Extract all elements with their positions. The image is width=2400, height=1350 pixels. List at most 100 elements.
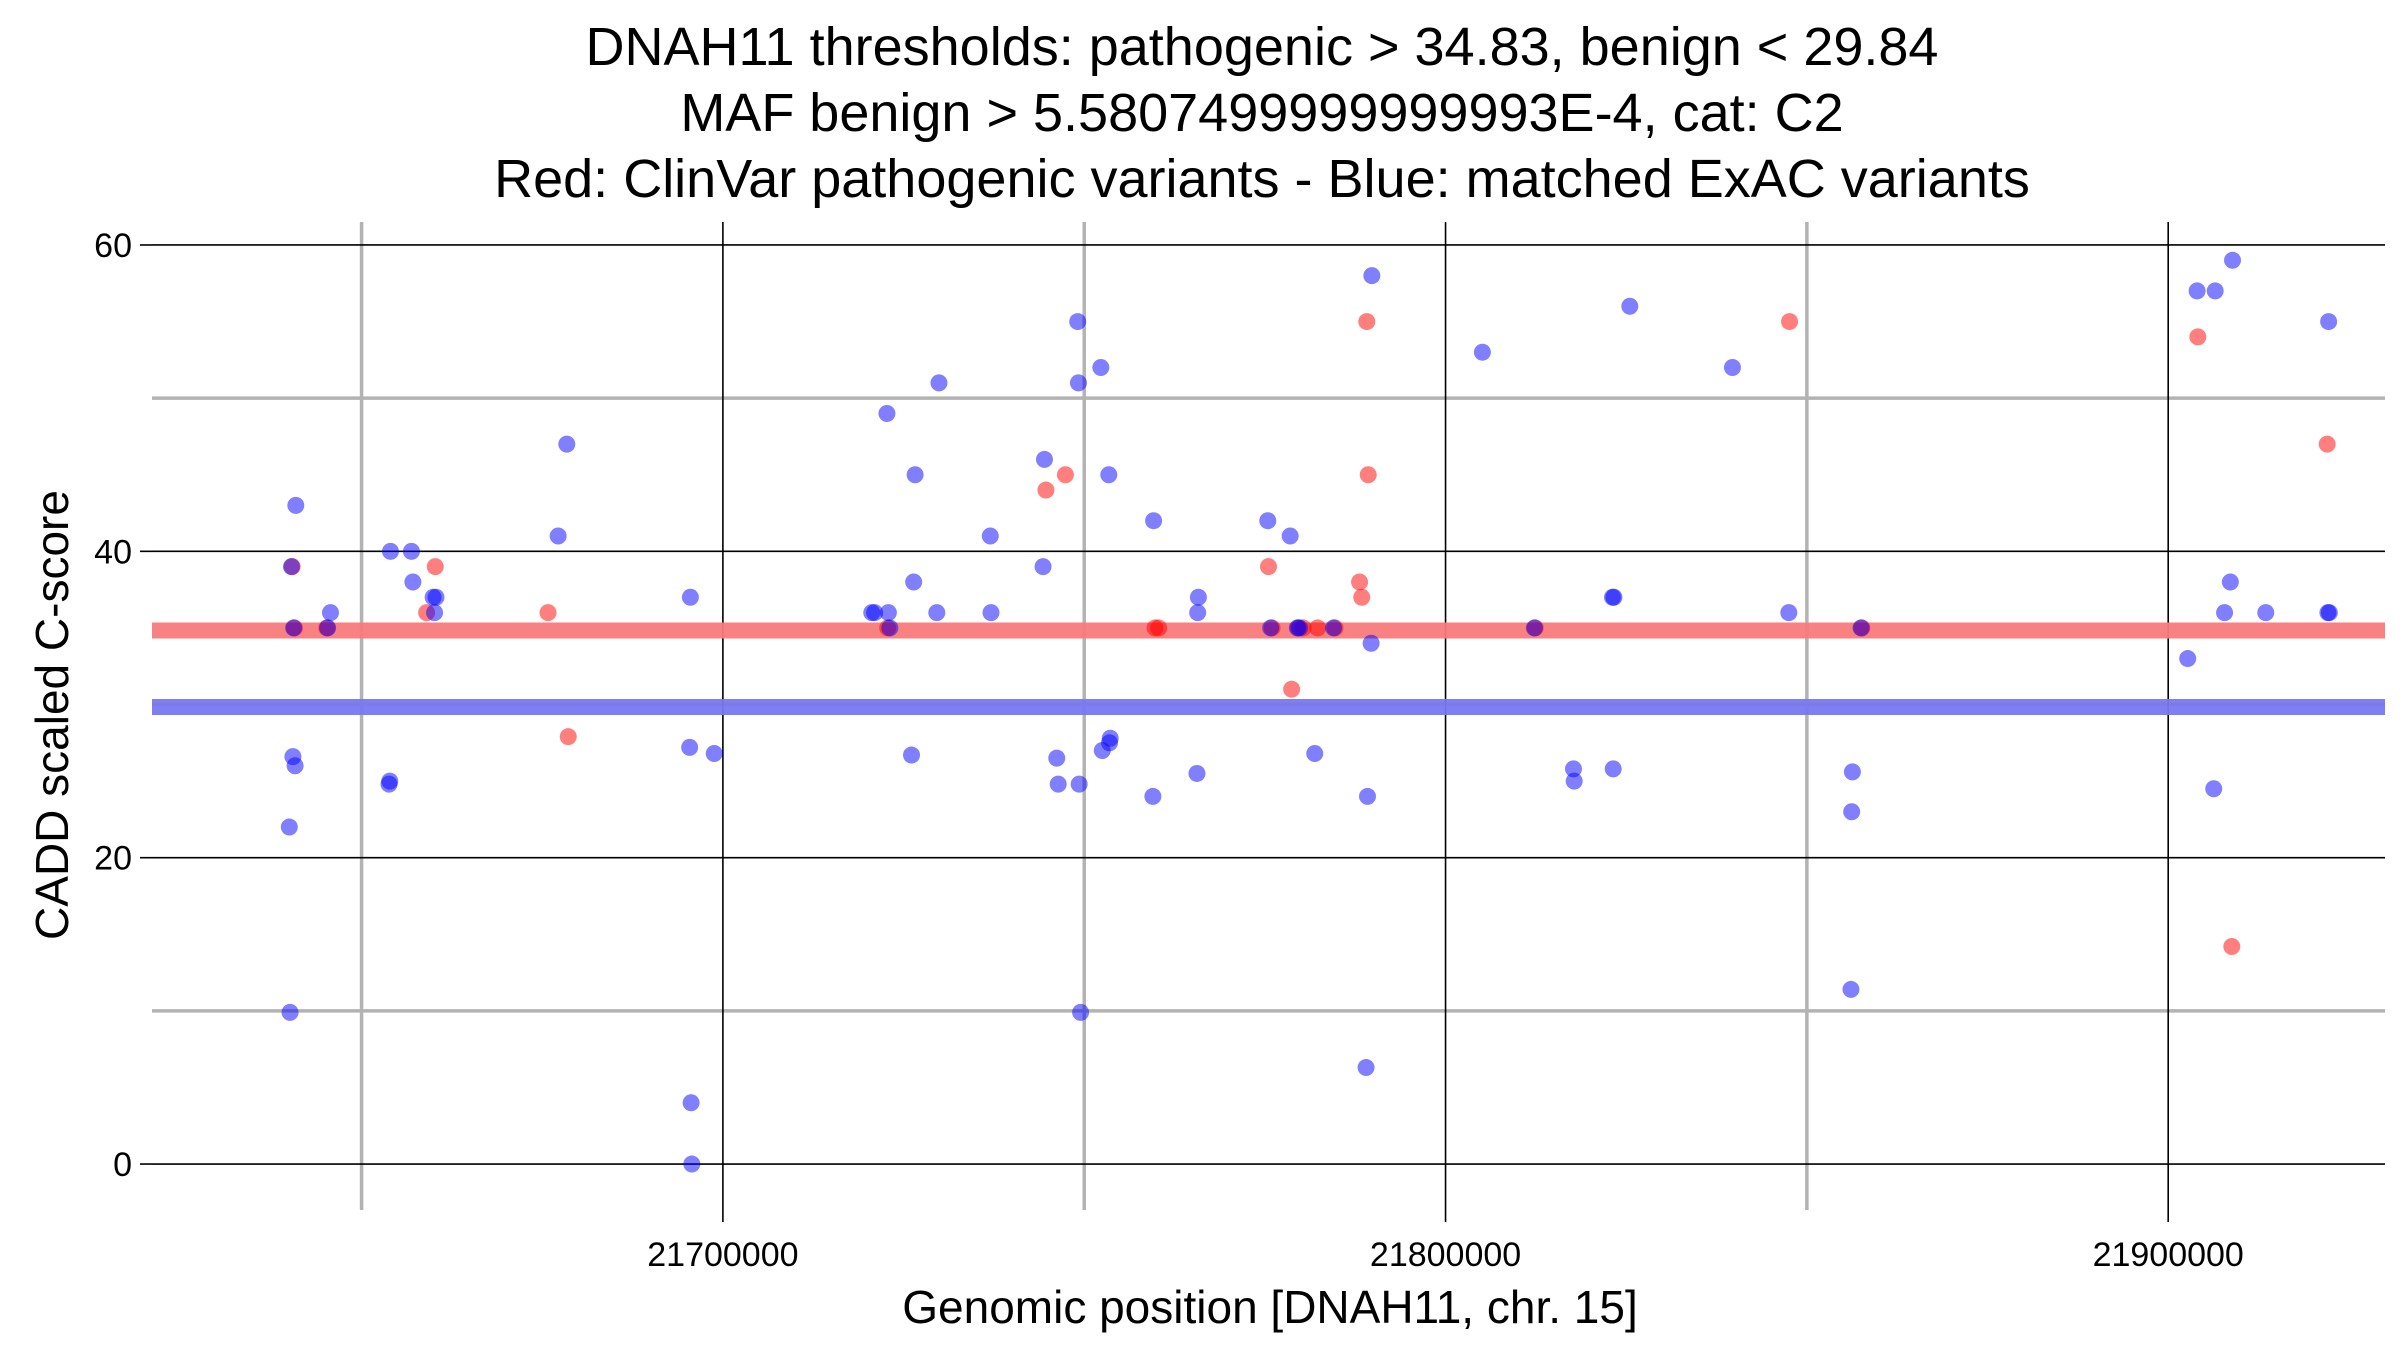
exac-variant-point	[1852, 619, 1870, 637]
exac-variant-point	[1359, 787, 1377, 805]
exac-variant-point	[928, 604, 946, 622]
exac-variant-point	[1363, 267, 1381, 285]
exac-variant-point	[1259, 512, 1277, 530]
exac-variant-point	[906, 466, 924, 484]
clinvar-pathogenic-point	[1260, 558, 1277, 576]
x-axis: 21700000 21800000 21900000	[647, 1210, 2244, 1274]
threshold-lines	[152, 622, 2385, 715]
exac-variant-point	[2179, 650, 2197, 668]
exac-variant-point	[2221, 573, 2239, 591]
clinvar-pathogenic-point	[1353, 588, 1371, 606]
x-tick-label: 21700000	[647, 1236, 798, 1274]
exac-variant-point	[2320, 604, 2338, 622]
exac-variant-point	[1189, 604, 1207, 622]
clinvar-pathogenic-point	[1283, 680, 1301, 698]
title-line-3: Red: ClinVar pathogenic variants - Blue:…	[494, 149, 2030, 209]
exac-variant-point	[280, 818, 298, 836]
exac-variant-point	[1605, 588, 1623, 606]
exac-variant-point	[2216, 604, 2234, 622]
exac-variant-point	[705, 745, 723, 763]
exac-variant-point	[683, 1155, 701, 1173]
exac-variant-point	[1070, 775, 1088, 793]
exac-variant-point	[2224, 251, 2242, 269]
exac-variant-point	[1189, 588, 1207, 606]
x-tick-label: 21900000	[2093, 1236, 2244, 1274]
clinvar-pathogenic-point	[2189, 328, 2207, 346]
major-gridlines	[152, 222, 2385, 1210]
exac-variant-point	[1262, 619, 1280, 637]
exac-variant-point	[881, 619, 899, 637]
exac-variant-point	[1291, 619, 1309, 637]
exac-variant-point	[1604, 760, 1622, 778]
exac-variant-point	[2188, 282, 2206, 300]
exac-variant-point	[1188, 764, 1206, 782]
exac-variant-point	[1525, 619, 1543, 637]
x-axis-label: Genomic position [DNAH11, chr. 15]	[902, 1281, 1637, 1333]
exac-variant-point	[1843, 763, 1861, 781]
exac-variant-point	[1843, 803, 1861, 821]
exac-variant-point	[1049, 775, 1067, 793]
exac-variant-point	[1362, 634, 1380, 652]
clinvar-pathogenic-point	[1359, 466, 1377, 484]
data-points	[280, 251, 2338, 1173]
clinvar-pathogenic-point	[2223, 938, 2241, 956]
y-axis-label: CADD scaled C-score	[26, 490, 78, 940]
exac-variant-point	[681, 588, 699, 606]
exac-variant-point	[549, 527, 567, 545]
exac-variant-point	[402, 542, 420, 560]
exac-variant-point	[1281, 527, 1299, 545]
clinvar-pathogenic-point	[1056, 466, 1074, 484]
title-line-2: MAF benign > 5.5807499999999993E-4, cat:…	[680, 83, 1843, 143]
y-tick-label: 40	[94, 533, 132, 571]
exac-variant-point	[878, 404, 896, 422]
exac-variant-point	[2257, 604, 2275, 622]
exac-variant-point	[1357, 1059, 1375, 1077]
exac-variant-point	[1621, 297, 1639, 315]
exac-variant-point	[1325, 619, 1343, 637]
x-tick-label: 21800000	[1370, 1236, 1521, 1274]
exac-variant-point	[2205, 780, 2223, 798]
exac-variant-point	[1069, 374, 1087, 392]
exac-variant-point	[1145, 512, 1163, 530]
exac-variant-point	[930, 374, 948, 392]
chart-title: DNAH11 thresholds: pathogenic > 34.83, b…	[494, 17, 2030, 209]
clinvar-pathogenic-point	[426, 558, 444, 576]
y-axis: 0 20 40 60	[94, 227, 152, 1184]
exac-variant-point	[682, 1094, 700, 1112]
y-tick-label: 20	[94, 840, 132, 878]
exac-variant-point	[879, 604, 897, 622]
exac-variant-point	[1072, 1003, 1090, 1021]
exac-variant-point	[427, 588, 445, 606]
clinvar-pathogenic-point	[2318, 435, 2336, 453]
exac-variant-point	[286, 757, 304, 775]
y-tick-label: 0	[113, 1146, 132, 1184]
clinvar-pathogenic-point	[1351, 573, 1369, 591]
exac-variant-point	[426, 604, 444, 622]
exac-variant-point	[981, 527, 999, 545]
clinvar-pathogenic-point	[559, 728, 577, 746]
exac-variant-point	[1842, 980, 1860, 998]
exac-variant-point	[903, 746, 921, 764]
y-tick-label: 60	[94, 227, 132, 265]
exac-variant-point	[287, 496, 305, 514]
exac-variant-point	[404, 573, 422, 591]
exac-variant-point	[1092, 359, 1110, 377]
clinvar-pathogenic-point	[1781, 313, 1799, 331]
exac-variant-point	[2206, 282, 2224, 300]
clinvar-pathogenic-point	[1358, 313, 1376, 331]
exac-variant-point	[1723, 359, 1741, 377]
exac-variant-point	[321, 604, 339, 622]
exac-variant-point	[319, 619, 337, 637]
exac-variant-point	[381, 772, 399, 790]
exac-variant-point	[1780, 604, 1798, 622]
exac-variant-point	[558, 435, 576, 453]
exac-variant-point	[1144, 787, 1162, 805]
exac-variant-point	[1306, 745, 1324, 763]
clinvar-pathogenic-point	[1309, 619, 1327, 637]
exac-variant-point	[982, 604, 1000, 622]
exac-variant-point	[281, 1003, 299, 1021]
exac-variant-point	[681, 738, 699, 756]
exac-variant-point	[1473, 343, 1491, 361]
minor-gridlines	[152, 222, 2385, 1210]
